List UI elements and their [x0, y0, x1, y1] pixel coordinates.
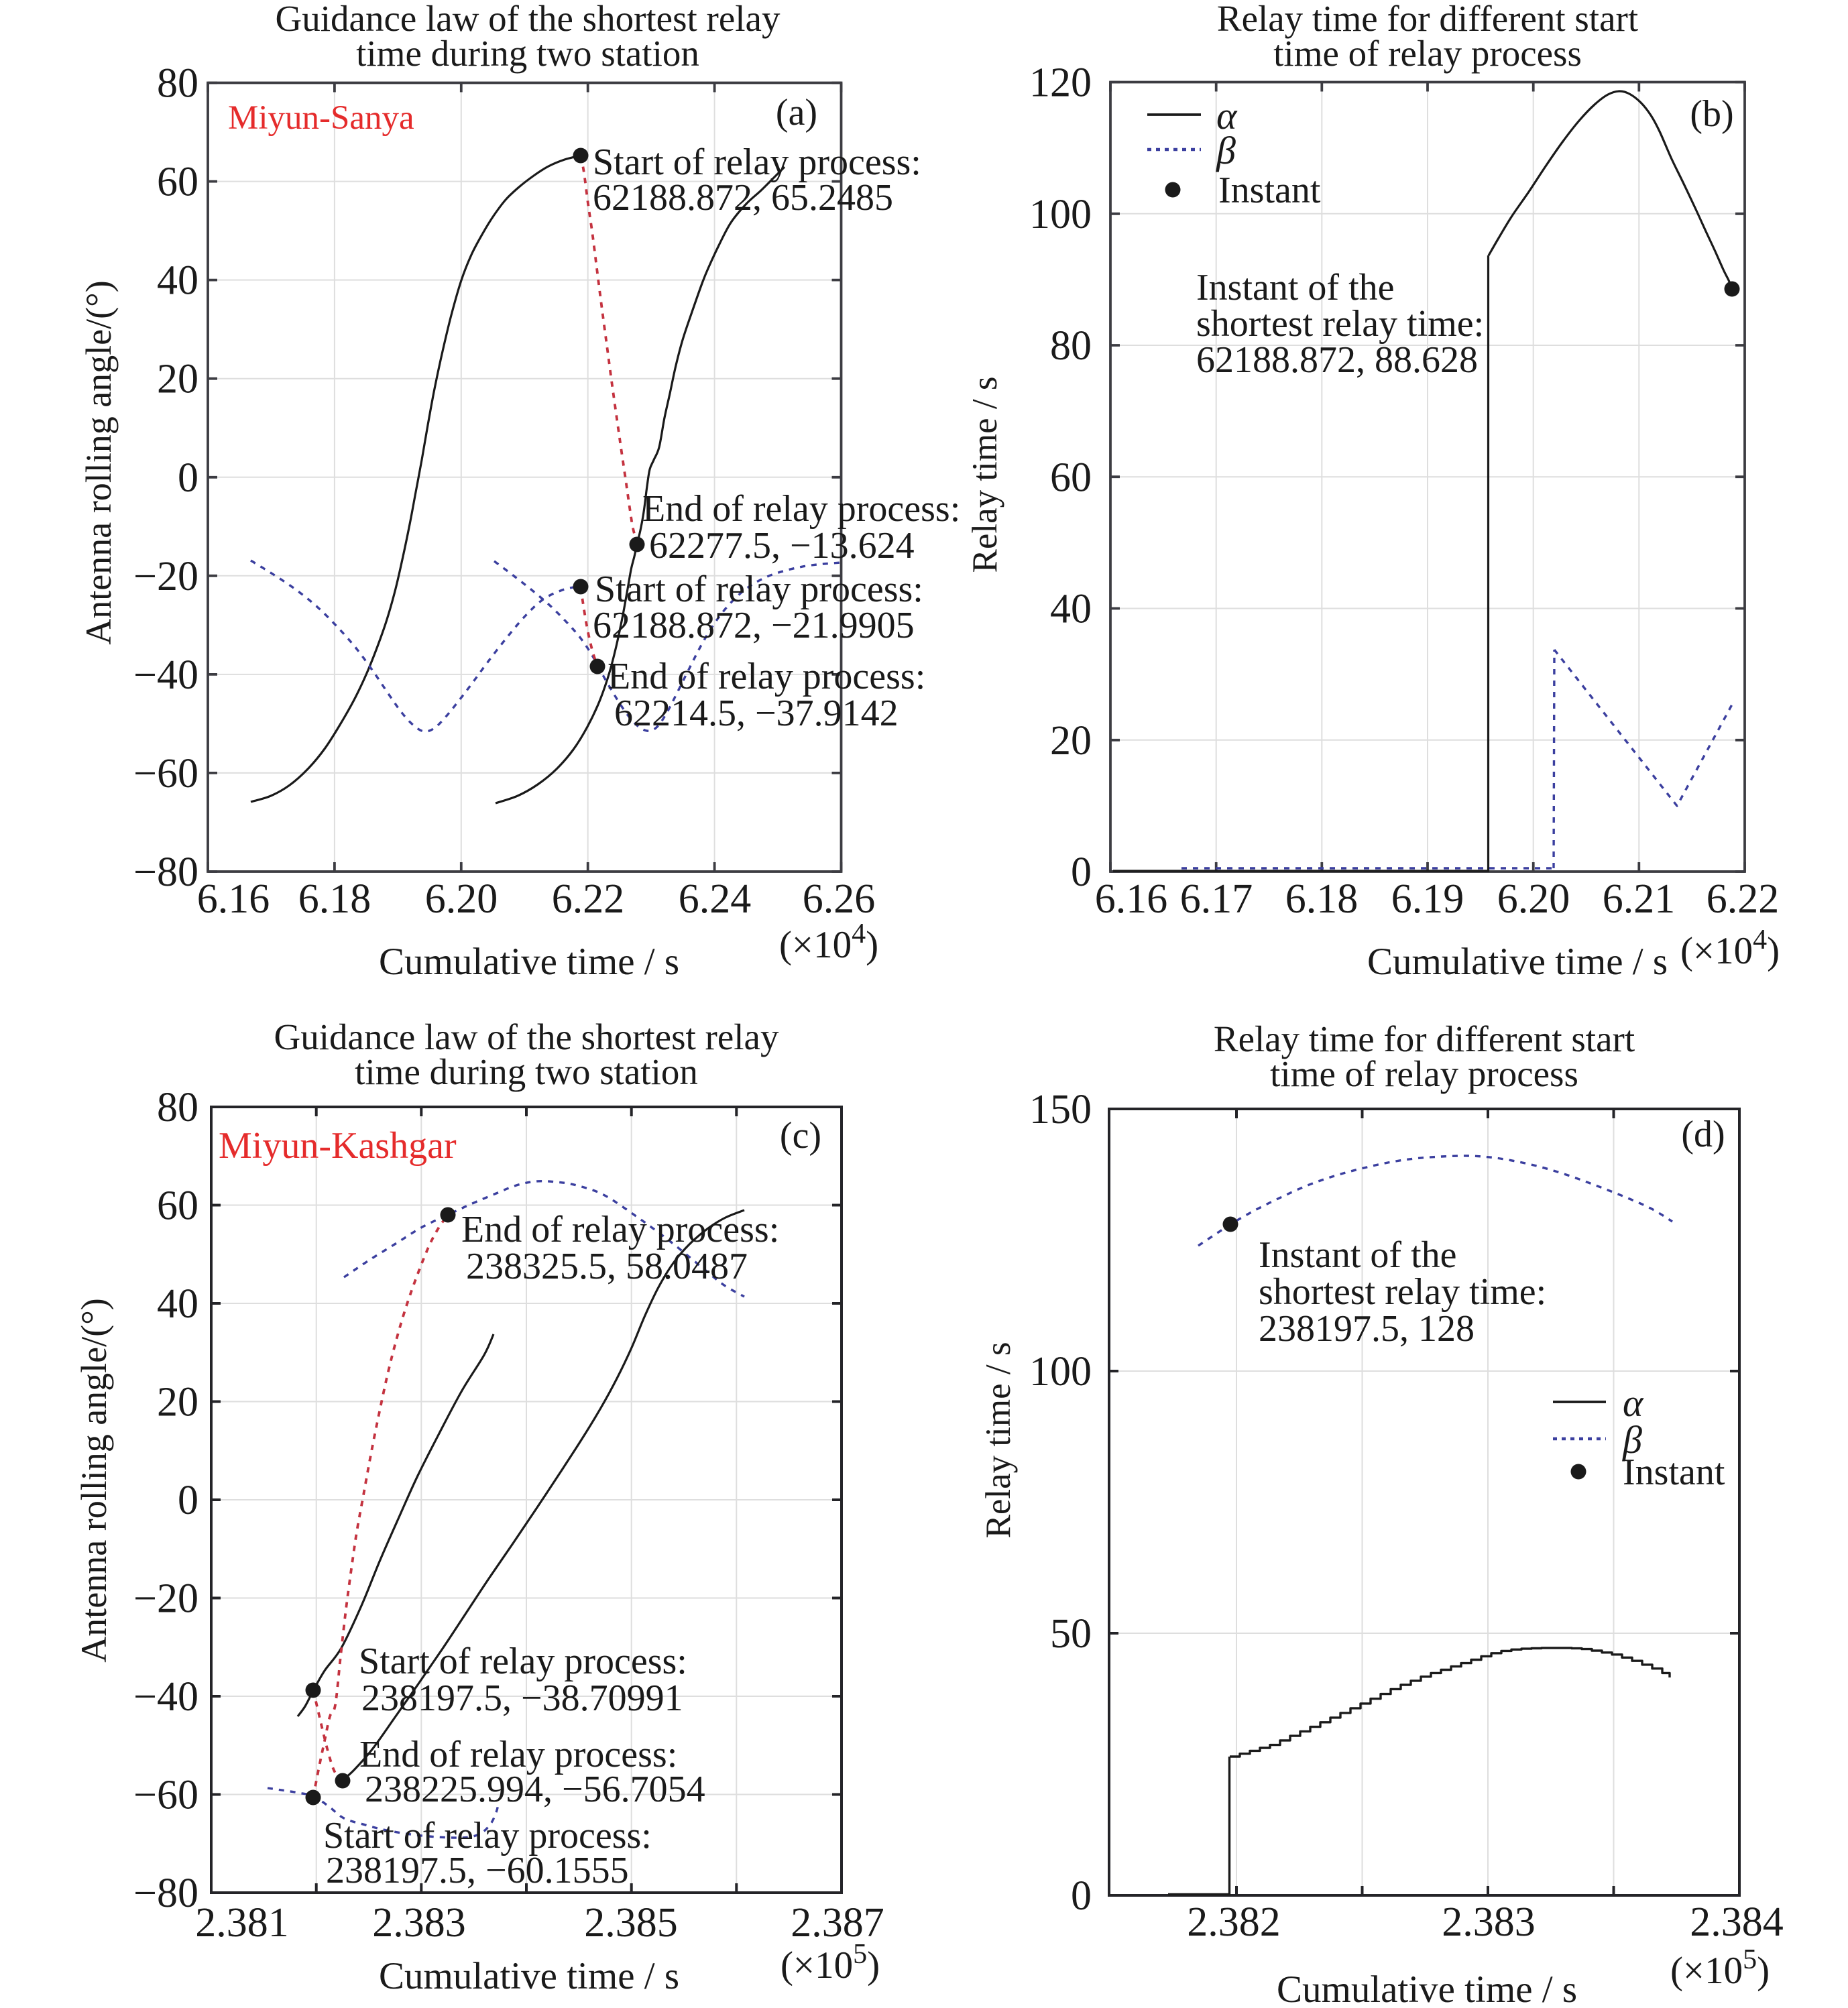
svg-text:238197.5, −38.70991: 238197.5, −38.70991: [361, 1677, 683, 1719]
svg-text:shortest relay time:: shortest relay time:: [1196, 303, 1484, 345]
svg-text:Instant: Instant: [1218, 170, 1321, 211]
svg-text:time during two station: time during two station: [355, 1051, 698, 1092]
svg-text:6.21: 6.21: [1603, 876, 1676, 922]
svg-text:End of relay process:: End of relay process:: [642, 488, 960, 530]
svg-text:80: 80: [157, 1085, 198, 1130]
svg-text:80: 80: [1050, 323, 1092, 369]
svg-text:Cumulative time / s: Cumulative time / s: [379, 941, 679, 983]
svg-text:End of relay process:: End of relay process:: [461, 1209, 779, 1250]
svg-text:(c): (c): [780, 1115, 821, 1157]
svg-text:Cumulative time / s: Cumulative time / s: [1367, 941, 1668, 983]
svg-text:6.17: 6.17: [1180, 876, 1253, 922]
svg-text:62188.872, 65.2485: 62188.872, 65.2485: [593, 177, 893, 219]
svg-text:50: 50: [1050, 1611, 1092, 1657]
svg-text:Instant of the: Instant of the: [1259, 1234, 1456, 1276]
svg-text:62214.5, −37.9142: 62214.5, −37.9142: [614, 693, 899, 734]
svg-text:−80: −80: [133, 849, 198, 895]
svg-text:−60: −60: [133, 1773, 198, 1818]
svg-text:40: 40: [157, 1281, 198, 1327]
svg-text:6.16: 6.16: [197, 876, 270, 922]
svg-text:Start of relay process:: Start of relay process:: [359, 1641, 687, 1682]
svg-text:2.387: 2.387: [791, 1900, 884, 1946]
svg-text:Start of relay process:: Start of relay process:: [595, 569, 923, 610]
svg-text:Instant of the: Instant of the: [1196, 267, 1394, 308]
svg-text:100: 100: [1029, 1349, 1092, 1395]
svg-text:time during two station: time during two station: [356, 33, 699, 74]
svg-text:β: β: [1622, 1418, 1642, 1462]
svg-text:40: 40: [157, 258, 198, 304]
svg-text:100: 100: [1029, 192, 1092, 237]
svg-text:Cumulative time / s: Cumulative time / s: [379, 1955, 679, 1997]
svg-text:6.20: 6.20: [425, 876, 498, 922]
svg-text:Relay time for different start: Relay time for different start: [1214, 1018, 1635, 1059]
svg-text:(b): (b): [1690, 93, 1733, 135]
svg-text:6.26: 6.26: [803, 876, 876, 922]
svg-text:Antenna rolling angle/(°): Antenna rolling angle/(°): [78, 280, 119, 644]
svg-text:time of relay process: time of relay process: [1270, 1053, 1578, 1094]
svg-text:60: 60: [157, 1183, 198, 1229]
svg-text:238325.5, 58.0487: 238325.5, 58.0487: [466, 1246, 748, 1287]
svg-text:Relay time / s: Relay time / s: [979, 1342, 1018, 1539]
svg-text:Relay time / s: Relay time / s: [966, 377, 1004, 573]
svg-text:238225.994, −56.7054: 238225.994, −56.7054: [365, 1769, 705, 1810]
svg-text:0: 0: [178, 1478, 198, 1523]
svg-text:−80: −80: [133, 1871, 198, 1916]
svg-text:6.24: 6.24: [679, 876, 752, 922]
svg-text:0: 0: [1071, 1873, 1092, 1919]
svg-text:20: 20: [157, 1380, 198, 1425]
svg-text:6.20: 6.20: [1497, 876, 1570, 922]
svg-text:shortest relay time:: shortest relay time:: [1259, 1271, 1546, 1313]
svg-text:Start of relay process:: Start of relay process:: [593, 141, 921, 183]
svg-text:End of relay process:: End of relay process:: [359, 1734, 677, 1775]
svg-text:6.22: 6.22: [552, 876, 625, 922]
svg-text:−60: −60: [133, 751, 198, 796]
svg-text:2.382: 2.382: [1187, 1899, 1281, 1945]
svg-text:62188.872, 88.628: 62188.872, 88.628: [1196, 339, 1478, 381]
svg-text:6.19: 6.19: [1391, 876, 1464, 922]
svg-text:6.18: 6.18: [298, 876, 371, 922]
svg-text:2.383: 2.383: [372, 1900, 466, 1946]
svg-text:40: 40: [1050, 587, 1092, 632]
svg-text:Instant: Instant: [1623, 1452, 1725, 1493]
svg-text:End of relay process:: End of relay process:: [608, 656, 925, 697]
svg-text:(a): (a): [776, 92, 817, 133]
svg-text:−20: −20: [133, 554, 198, 599]
svg-text:20: 20: [157, 357, 198, 402]
svg-text:6.18: 6.18: [1285, 876, 1359, 922]
svg-text:(d): (d): [1681, 1114, 1725, 1155]
svg-text:0: 0: [178, 455, 198, 501]
svg-text:α: α: [1623, 1381, 1644, 1425]
svg-text:2.385: 2.385: [584, 1900, 678, 1946]
svg-text:2.384: 2.384: [1690, 1899, 1784, 1945]
svg-text:238197.5, −60.1555: 238197.5, −60.1555: [326, 1850, 629, 1891]
svg-text:−40: −40: [133, 1674, 198, 1720]
svg-text:Cumulative time / s: Cumulative time / s: [1277, 1968, 1577, 2008]
svg-text:β: β: [1216, 129, 1236, 172]
svg-text:62277.5, −13.624: 62277.5, −13.624: [649, 525, 915, 567]
svg-text:Relay time for different start: Relay time for different start: [1217, 0, 1638, 39]
svg-text:20: 20: [1050, 718, 1092, 764]
svg-text:time of relay process: time of relay process: [1273, 33, 1582, 74]
svg-text:2.381: 2.381: [195, 1900, 289, 1946]
svg-text:Start of relay process:: Start of relay process:: [323, 1815, 652, 1856]
svg-text:6.16: 6.16: [1095, 876, 1168, 922]
svg-text:6.22: 6.22: [1707, 876, 1780, 922]
svg-text:Miyun-Sanya: Miyun-Sanya: [228, 99, 414, 137]
svg-text:Antenna rolling angle/(°): Antenna rolling angle/(°): [74, 1298, 114, 1662]
svg-text:120: 120: [1029, 60, 1092, 106]
svg-text:−40: −40: [133, 652, 198, 698]
svg-text:62188.872, −21.9905: 62188.872, −21.9905: [593, 605, 915, 646]
svg-text:Miyun-Kashgar: Miyun-Kashgar: [219, 1125, 457, 1167]
svg-text:Guidance law of the shortest r: Guidance law of the shortest relay: [276, 0, 781, 39]
svg-text:238197.5, 128: 238197.5, 128: [1259, 1308, 1475, 1350]
svg-text:60: 60: [157, 160, 198, 205]
svg-text:150: 150: [1029, 1087, 1092, 1132]
svg-text:2.383: 2.383: [1442, 1899, 1536, 1945]
svg-text:60: 60: [1050, 455, 1092, 500]
svg-text:−20: −20: [133, 1576, 198, 1622]
svg-text:80: 80: [157, 61, 198, 107]
svg-text:α: α: [1216, 94, 1238, 137]
svg-text:Guidance law of the shortest r: Guidance law of the shortest relay: [274, 1016, 779, 1057]
svg-text:0: 0: [1071, 849, 1092, 895]
